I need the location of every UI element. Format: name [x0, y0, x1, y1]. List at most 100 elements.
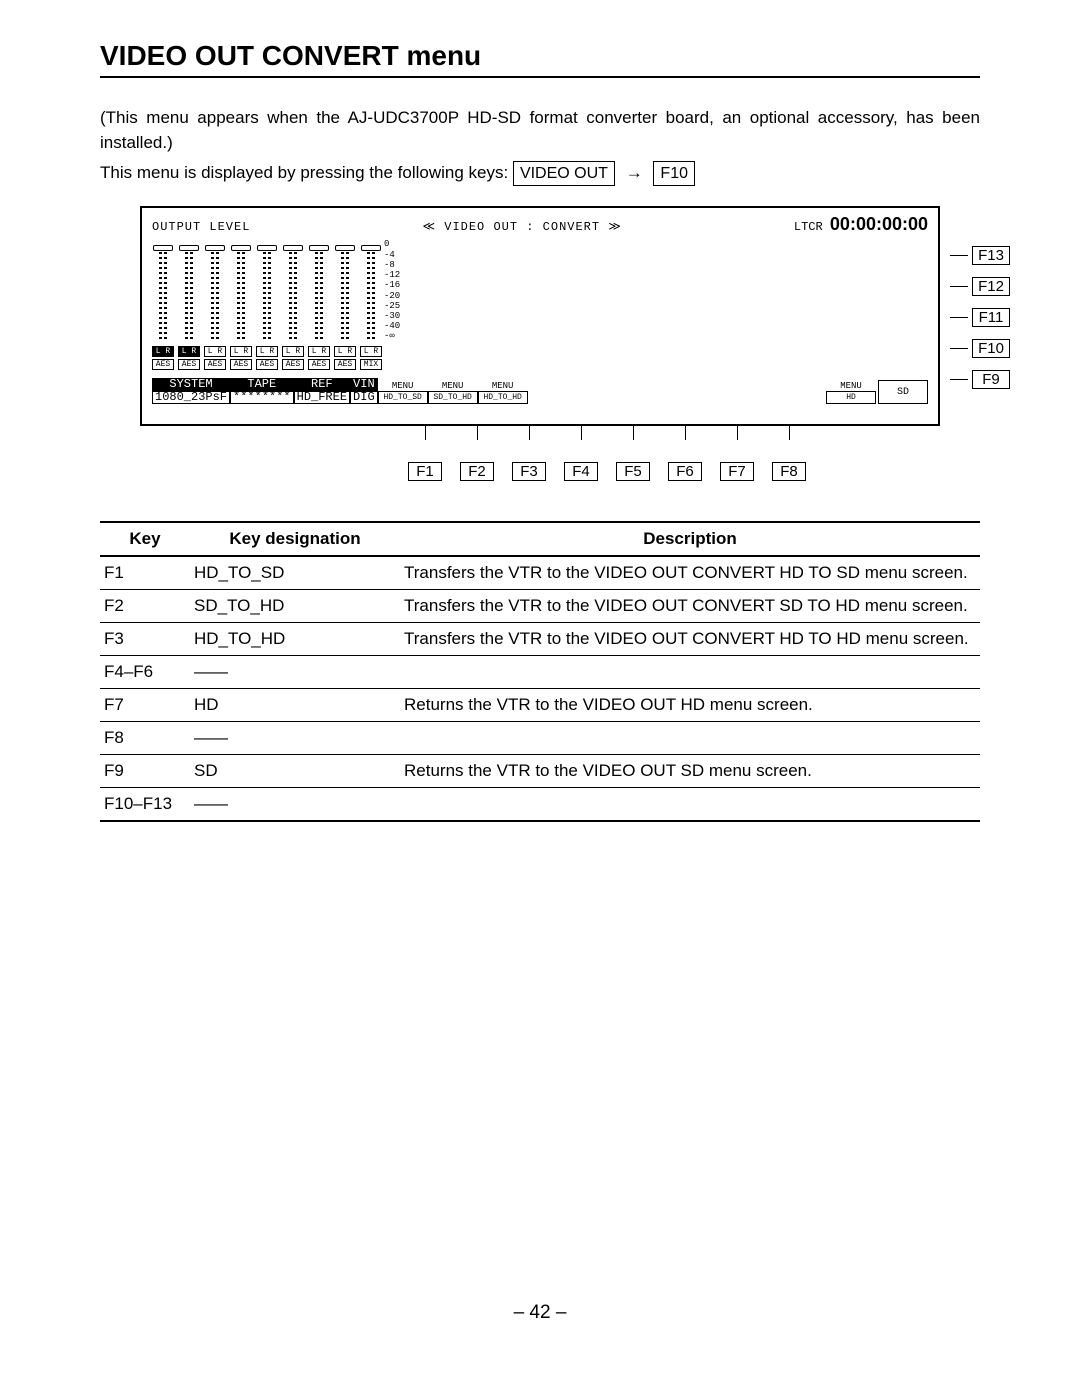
- menu-label: MENU: [478, 381, 528, 391]
- fkey-f11[interactable]: F11: [972, 308, 1010, 327]
- meter-column: [204, 245, 226, 342]
- lr-label: L R: [360, 346, 382, 357]
- fkey-f1[interactable]: F1: [408, 462, 442, 481]
- aes-label: AES: [178, 359, 200, 370]
- th-designation: Key designation: [190, 522, 400, 556]
- hd-softkey[interactable]: HD: [826, 391, 876, 404]
- fkey-f3[interactable]: F3: [512, 462, 546, 481]
- table-row: F8——: [100, 722, 980, 755]
- status-bottom: ********: [230, 391, 294, 404]
- intro-paragraph-1: (This menu appears when the AJ-UDC3700P …: [100, 106, 980, 155]
- cell-designation: SD: [190, 755, 400, 788]
- softkey-hd_to_hd[interactable]: HD_TO_HD: [478, 391, 528, 404]
- meter-column: [334, 245, 356, 342]
- cell-designation: ——: [190, 722, 400, 755]
- aes-row: AESAESAESAESAESAESAESAESMIX: [152, 359, 382, 370]
- page-number: – 42 –: [100, 1302, 980, 1324]
- table-row: F1HD_TO_SDTransfers the VTR to the VIDEO…: [100, 556, 980, 590]
- cell-designation: ——: [190, 788, 400, 822]
- intro-paragraph-2: This menu is displayed by pressing the f…: [100, 161, 980, 186]
- video-out-key: VIDEO OUT: [513, 161, 615, 186]
- aes-label: AES: [152, 359, 174, 370]
- arrow-icon: →: [626, 163, 643, 182]
- cell-designation: ——: [190, 656, 400, 689]
- status-bottom: DIG: [350, 391, 378, 404]
- meter-column: [152, 245, 174, 342]
- fkey-f8[interactable]: F8: [772, 462, 806, 481]
- th-description: Description: [400, 522, 980, 556]
- th-key: Key: [100, 522, 190, 556]
- cell-designation: HD_TO_HD: [190, 623, 400, 656]
- menu-word-hd: MENU: [826, 381, 876, 391]
- table-row: F2SD_TO_HDTransfers the VTR to the VIDEO…: [100, 590, 980, 623]
- cell-key: F9: [100, 755, 190, 788]
- cell-description: Returns the VTR to the VIDEO OUT HD menu…: [400, 689, 980, 722]
- scale-label: -8: [384, 260, 400, 270]
- cell-description: [400, 722, 980, 755]
- meter-column: [230, 245, 252, 342]
- fkey-f6[interactable]: F6: [668, 462, 702, 481]
- scale-label: -4: [384, 250, 400, 260]
- table-row: F3HD_TO_HDTransfers the VTR to the VIDEO…: [100, 623, 980, 656]
- cell-key: F7: [100, 689, 190, 722]
- fkey-f5[interactable]: F5: [616, 462, 650, 481]
- lr-label: L R: [152, 346, 174, 357]
- fkey-f13[interactable]: F13: [972, 246, 1010, 265]
- cell-description: Transfers the VTR to the VIDEO OUT CONVE…: [400, 623, 980, 656]
- scale-label: -20: [384, 291, 400, 301]
- aes-label: AES: [334, 359, 356, 370]
- aes-label: AES: [230, 359, 252, 370]
- cell-key: F8: [100, 722, 190, 755]
- table-row: F9SDReturns the VTR to the VIDEO OUT SD …: [100, 755, 980, 788]
- fkey-f4[interactable]: F4: [564, 462, 598, 481]
- f10-key: F10: [653, 161, 695, 186]
- aes-label: AES: [204, 359, 226, 370]
- lr-label: L R: [308, 346, 330, 357]
- cell-key: F10–F13: [100, 788, 190, 822]
- meter-column: [256, 245, 278, 342]
- cell-designation: SD_TO_HD: [190, 590, 400, 623]
- ltcr-text: LTCR: [794, 220, 823, 234]
- fkey-f7[interactable]: F7: [720, 462, 754, 481]
- bottom-fkey-row: F1 F2 F3 F4 F5 F6 F7 F8: [408, 462, 940, 481]
- scale-label: -30: [384, 311, 400, 321]
- lr-label: L R: [230, 346, 252, 357]
- fkey-f2[interactable]: F2: [460, 462, 494, 481]
- aes-label: MIX: [360, 359, 382, 370]
- db-scale: 0-4-8-12-16-20-25-30-40-∞: [384, 239, 400, 341]
- scale-label: 0: [384, 239, 400, 249]
- lr-label: L R: [178, 346, 200, 357]
- cell-description: Returns the VTR to the VIDEO OUT SD menu…: [400, 755, 980, 788]
- scale-label: -12: [384, 270, 400, 280]
- scale-label: -25: [384, 301, 400, 311]
- lr-label: L R: [204, 346, 226, 357]
- meter-column: [178, 245, 200, 342]
- cell-description: Transfers the VTR to the VIDEO OUT CONVE…: [400, 556, 980, 590]
- lr-label: L R: [282, 346, 304, 357]
- scale-label: -40: [384, 321, 400, 331]
- fkey-f10[interactable]: F10: [972, 339, 1010, 358]
- softkey-hd_to_sd[interactable]: HD_TO_SD: [378, 391, 428, 404]
- fkey-f9[interactable]: F9: [972, 370, 1010, 389]
- fkey-f12[interactable]: F12: [972, 277, 1010, 296]
- menu-label: MENU: [378, 381, 428, 391]
- scale-label: -∞: [384, 331, 400, 341]
- output-level-label: OUTPUT LEVEL: [152, 220, 250, 234]
- menu-label: MENU: [428, 381, 478, 391]
- table-row: F4–F6——: [100, 656, 980, 689]
- table-row: F7HDReturns the VTR to the VIDEO OUT HD …: [100, 689, 980, 722]
- status-bottom: HD_FREE: [294, 391, 350, 404]
- timecode: 00:00:00:00: [830, 214, 928, 234]
- meter-row: [152, 245, 382, 342]
- cell-designation: HD_TO_SD: [190, 556, 400, 590]
- cell-key: F4–F6: [100, 656, 190, 689]
- cell-description: Transfers the VTR to the VIDEO OUT CONVE…: [400, 590, 980, 623]
- cell-key: F2: [100, 590, 190, 623]
- softkey-sd_to_hd[interactable]: SD_TO_HD: [428, 391, 478, 404]
- intro2-prefix: This menu is displayed by pressing the f…: [100, 163, 513, 182]
- aes-label: AES: [308, 359, 330, 370]
- aes-label: AES: [256, 359, 278, 370]
- scale-label: -16: [384, 280, 400, 290]
- sd-softkey[interactable]: SD: [878, 380, 928, 404]
- cell-description: [400, 788, 980, 822]
